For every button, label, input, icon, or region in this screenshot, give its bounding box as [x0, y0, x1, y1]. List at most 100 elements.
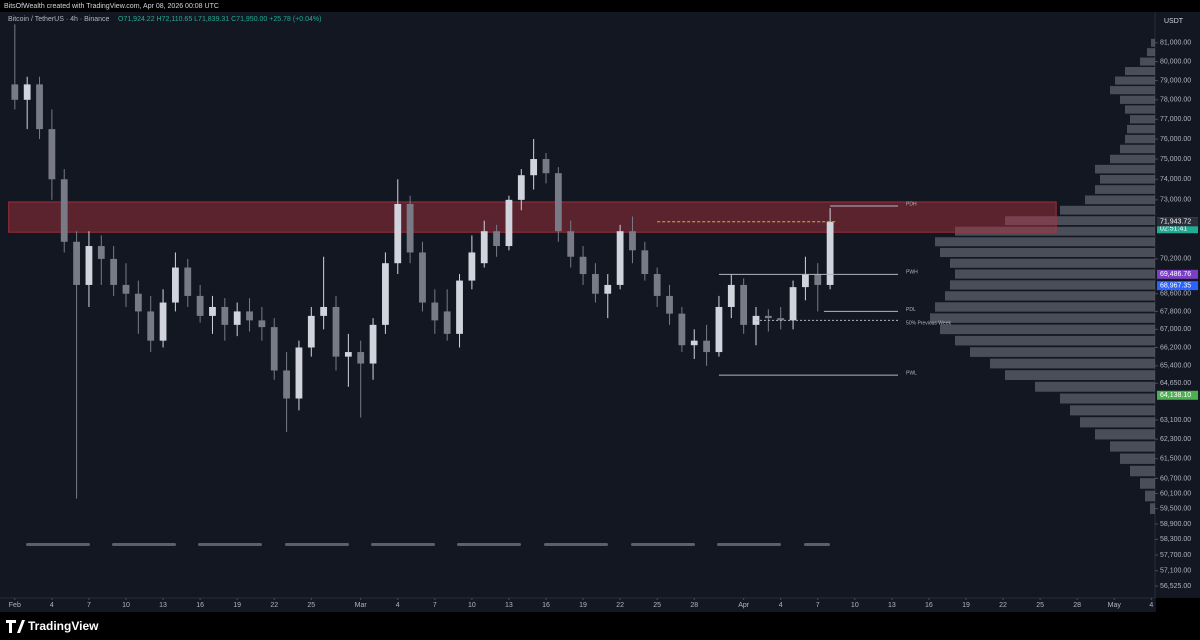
volume-profile-bar: [1150, 503, 1155, 514]
candle-body: [443, 311, 451, 334]
volume-profile-bar: [1110, 441, 1155, 452]
level-label: PWH: [906, 270, 918, 276]
volume-profile-bar: [1080, 417, 1155, 428]
candle-body: [456, 280, 463, 334]
y-tick-label: 68,600.00: [1160, 291, 1191, 298]
candle-body: [468, 252, 476, 281]
volume-profile-bar: [1130, 465, 1155, 477]
y-tick-label: 76,000.00: [1160, 136, 1191, 143]
y-tick-label: 61,500.00: [1160, 456, 1191, 463]
level-label: PDL: [906, 307, 916, 313]
candle-body: [530, 159, 538, 176]
x-tick-label: 28: [1073, 602, 1081, 609]
y-tick-label: 81,000.00: [1160, 40, 1191, 47]
session-bar: [457, 543, 521, 546]
candle-body: [332, 306, 340, 357]
x-tick-label: 7: [87, 602, 91, 609]
candle-body: [666, 295, 673, 314]
session-bar: [198, 543, 262, 546]
volume-profile-bar: [1060, 393, 1155, 404]
session-bar: [544, 543, 608, 546]
x-tick-label: 7: [433, 602, 437, 609]
session-bar: [26, 543, 90, 546]
candle-body: [320, 306, 328, 316]
candle-body: [60, 179, 68, 242]
candle-body: [184, 267, 192, 296]
x-tick-label: 22: [270, 602, 278, 609]
candle-body: [678, 313, 686, 346]
candle-body: [110, 258, 118, 285]
candle-body: [419, 252, 426, 303]
candle-body: [48, 129, 56, 180]
volume-profile-bar: [1120, 95, 1155, 104]
y-tick-label: 80,000.00: [1160, 58, 1191, 65]
session-bars: [26, 543, 830, 546]
volume-profile-bar: [1145, 490, 1155, 502]
price-label-box: [1157, 390, 1198, 400]
candle-body: [233, 311, 241, 325]
y-tick-label: 59,500.00: [1160, 505, 1191, 512]
volume-profile-bar: [1125, 134, 1155, 144]
logo-mark: [6, 620, 25, 633]
y-tick-label: 67,000.00: [1160, 326, 1191, 333]
candle-body: [604, 284, 612, 294]
volume-profile-bar: [1130, 115, 1155, 124]
session-bar: [717, 543, 781, 546]
session-bar: [112, 543, 176, 546]
x-tick-label: 7: [816, 602, 820, 609]
candle-body: [826, 221, 834, 285]
candle-body: [690, 340, 698, 346]
volume-profile-bar: [1140, 478, 1155, 489]
x-tick-label: Apr: [738, 602, 750, 609]
brand: TradingView: [28, 619, 99, 633]
candle-body: [270, 327, 278, 371]
volume-profile-bar: [1095, 164, 1155, 174]
candle-body: [344, 352, 352, 357]
candle-body: [493, 231, 500, 247]
candle-body: [764, 315, 772, 319]
volume-profile-bar: [945, 291, 1155, 301]
session-bar: [285, 543, 349, 546]
volume-profile-bar: [1085, 195, 1155, 205]
candle-body: [85, 246, 93, 285]
candle-body: [172, 267, 179, 303]
volume-profile-bar: [1120, 453, 1155, 464]
y-tick-label: 58,900.00: [1160, 521, 1191, 528]
y-tick-label: 57,100.00: [1160, 568, 1191, 575]
volume-profile-bar: [1095, 429, 1155, 440]
candle-body: [406, 203, 414, 253]
x-tick-label: 4: [396, 602, 400, 609]
volume-profile-bar: [1035, 381, 1155, 392]
volume-profile-bar: [940, 247, 1155, 257]
x-tick-label: 4: [779, 602, 783, 609]
candle-body: [740, 284, 748, 325]
candle-body: [579, 256, 587, 275]
volume-profile-bar: [1127, 124, 1155, 134]
x-tick-label: 16: [925, 602, 933, 609]
volume-profile-bar: [930, 313, 1155, 323]
volume-profile-bar: [1100, 174, 1155, 184]
x-tick-label: 25: [653, 602, 661, 609]
candle-body: [653, 274, 661, 296]
x-tick-label: 22: [999, 602, 1007, 609]
candle-body: [431, 302, 439, 321]
candle-body: [283, 370, 290, 399]
y-tick-label: 75,000.00: [1160, 156, 1191, 163]
candle-body: [394, 203, 402, 264]
x-tick-label: Mar: [355, 602, 368, 609]
x-tick-label: 19: [962, 602, 970, 609]
y-tick-label: 65,400.00: [1160, 363, 1191, 370]
time-axis: [0, 598, 1155, 612]
session-bar: [371, 543, 435, 546]
y-tick-label: 73,000.00: [1160, 197, 1191, 204]
candle-body: [802, 274, 809, 288]
y-tick-label: 74,000.00: [1160, 176, 1191, 183]
volume-profile-bar: [1095, 185, 1155, 194]
plot: PDH PWH PDL 50% Previous Week PWL: [8, 24, 1155, 514]
volume-profile-bar: [950, 280, 1155, 290]
candle-body: [97, 246, 105, 259]
candle-body: [122, 284, 130, 294]
volume-profile-bar: [935, 302, 1155, 312]
candle-body: [517, 175, 525, 200]
y-tick-label: 67,800.00: [1160, 308, 1191, 315]
